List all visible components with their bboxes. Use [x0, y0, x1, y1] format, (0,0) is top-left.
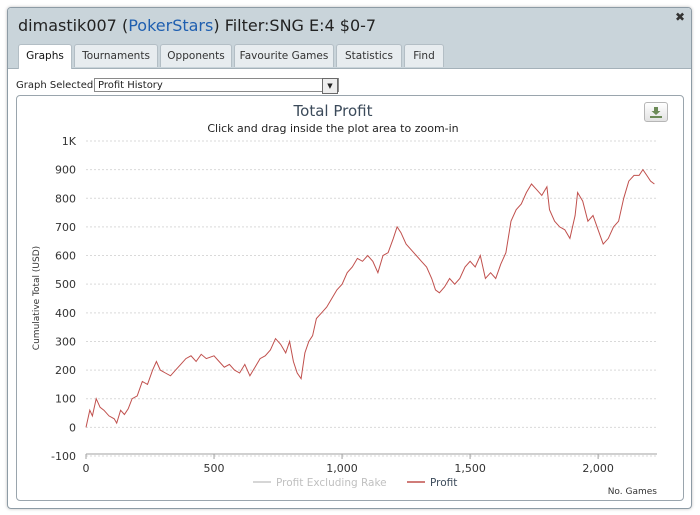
player-name: dimastik007 [18, 16, 117, 35]
x-tick-label: 2,000 [582, 462, 614, 475]
tab-find[interactable]: Find [404, 44, 444, 67]
y-tick-label: 1K [62, 135, 77, 148]
download-button[interactable] [644, 102, 668, 122]
y-tick-label: 300 [55, 335, 76, 348]
close-icon[interactable]: ✖ [674, 10, 685, 24]
graph-select-dropdown[interactable]: Profit History ▼ [94, 78, 339, 94]
download-icon [650, 107, 662, 118]
tab-favourite-games[interactable]: Favourite Games [234, 44, 334, 67]
graph-select-value: Profit History [98, 80, 163, 91]
chart-title: Total Profit [293, 102, 373, 120]
window-title: dimastik007 (PokerStars) Filter:SNG E:4 … [18, 16, 376, 35]
x-tick-label: 1,000 [326, 462, 358, 475]
site-name: PokerStars [128, 16, 214, 35]
close-paren: ) [213, 16, 220, 35]
x-axis-ticks: 0 500 1,000 1,500 2,000 [83, 454, 614, 475]
x-axis-label: No. Games [608, 487, 658, 497]
legend-profit[interactable]: Profit [430, 477, 457, 489]
profit-chart[interactable]: -100 0 100 200 300 400 500 600 700 800 900 1K 0 500 1… [17, 96, 683, 500]
title-bar: dimastik007 (PokerStars) Filter:SNG E:4 … [8, 8, 691, 69]
y-tick-label: 700 [55, 221, 76, 234]
chevron-down-icon[interactable]: ▼ [322, 78, 338, 94]
y-tick-label: 800 [55, 192, 76, 205]
y-tick-label: 400 [55, 307, 76, 320]
y-axis-label: Cumulative Total (USD) [32, 246, 42, 350]
x-tick-label: 1,500 [454, 462, 486, 475]
chart-panel: -100 0 100 200 300 400 500 600 700 800 900 1K 0 500 1… [16, 95, 684, 501]
window: dimastik007 (PokerStars) Filter:SNG E:4 … [7, 7, 692, 509]
legend-profit-excl-rake[interactable]: Profit Excluding Rake [276, 477, 387, 489]
y-tick-label: 100 [55, 393, 76, 406]
chart-subtitle: Click and drag inside the plot area to z… [207, 122, 458, 135]
y-axis-ticks: -100 0 100 200 300 400 500 600 700 800 900 1K [51, 135, 77, 463]
chart-gridlines [86, 140, 657, 457]
tab-statistics[interactable]: Statistics [336, 44, 402, 67]
chart-legend: Profit Excluding Rake Profit [253, 477, 457, 489]
filter-label: Filter:SNG E:4 $0-7 [224, 16, 377, 35]
y-tick-label: 500 [55, 278, 76, 291]
y-tick-label: 0 [69, 421, 76, 434]
series-profit-line [85, 168, 655, 428]
y-tick-label: -100 [51, 450, 76, 463]
y-tick-label: 200 [55, 364, 76, 377]
x-tick-label: 500 [204, 462, 225, 475]
y-tick-label: 600 [55, 250, 76, 263]
open-paren: ( [121, 16, 129, 35]
graph-selected-label: Graph Selected: [16, 80, 97, 91]
x-tick-label: 0 [83, 462, 90, 475]
tab-tournaments[interactable]: Tournaments [74, 44, 158, 67]
tab-opponents[interactable]: Opponents [160, 44, 232, 67]
tab-graphs[interactable]: Graphs [18, 44, 72, 69]
y-tick-label: 900 [55, 164, 76, 177]
